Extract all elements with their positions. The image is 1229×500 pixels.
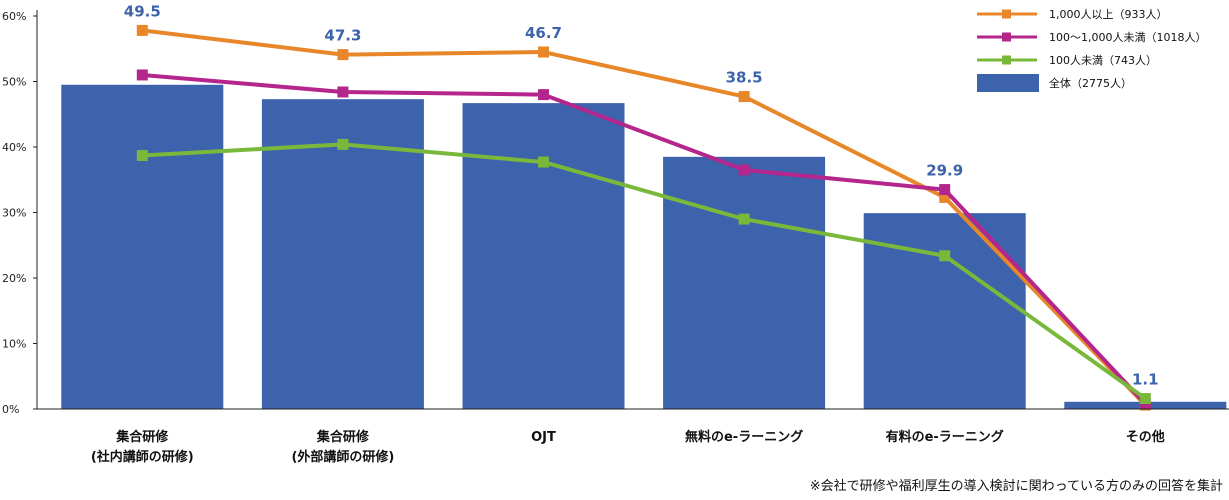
series-point	[538, 46, 549, 58]
legend-marker	[1002, 32, 1011, 42]
series-point	[136, 24, 148, 36]
y-tick-label: 30%	[2, 207, 26, 220]
x-tick-label: (社内講師の研修)	[91, 449, 194, 465]
series-point	[337, 138, 349, 150]
x-tick-label: 有料のe-ラーニング	[886, 429, 1004, 445]
legend-bar-swatch	[977, 74, 1039, 92]
series-point	[939, 191, 951, 203]
x-tick-label: 無料のe-ラーニング	[685, 429, 803, 445]
bar-data-label: 29.9	[926, 162, 963, 180]
series-point	[738, 91, 750, 103]
bar-data-label: 46.7	[525, 24, 562, 42]
y-tick-label: 60%	[2, 10, 26, 23]
legend-marker	[1002, 55, 1011, 65]
footnote: ※会社で研修や福利厚生の導入検討に関わっている方のみの回答を集計	[810, 478, 1223, 494]
series-point	[337, 86, 349, 98]
legend-entry: 100〜1,000人未満（1018人）	[1049, 31, 1206, 44]
x-tick-label: (外部講師の研修)	[291, 449, 394, 465]
x-axis: 集合研修 (社内講師の研修) 集合研修 (外部講師の研修) OJT 無料のe-ラーニング 有…	[37, 408, 1229, 465]
legend-entry: 全体（2775人）	[1049, 76, 1132, 90]
series-point	[538, 89, 549, 101]
series-point	[939, 184, 951, 196]
series-line	[142, 28, 1147, 407]
series-point	[1139, 393, 1151, 405]
series-point	[337, 49, 349, 61]
bar-data-label: 49.5	[124, 2, 161, 20]
series-point	[939, 250, 951, 262]
series-point	[538, 156, 549, 168]
bar	[863, 213, 1026, 409]
bar-data-labels: 49.5 47.3 46.7 38.5 29.9 1.1	[124, 2, 1159, 388]
bar-data-label: 47.3	[324, 27, 361, 45]
x-tick-label: OJT	[531, 430, 556, 445]
y-tick-label: 40%	[2, 141, 26, 154]
series-point	[136, 150, 148, 162]
y-tick-label: 50%	[2, 76, 26, 89]
y-tick-label: 20%	[2, 272, 26, 285]
y-axis: 0% 10% 20% 30% 40% 50% 60%	[2, 10, 38, 416]
legend: 1,000人以上（933人） 100〜1,000人未満（1018人） 100人未満（…	[977, 8, 1206, 92]
series-point	[738, 213, 750, 225]
x-tick-label: 集合研修	[115, 429, 169, 445]
y-tick-label: 0%	[2, 403, 19, 416]
series-point	[738, 164, 750, 176]
series-line	[142, 142, 1147, 401]
bar	[663, 156, 826, 409]
bar-data-label: 1.1	[1132, 371, 1159, 389]
bar	[462, 103, 625, 410]
series-line	[142, 72, 1147, 406]
legend-entry: 100人未満（743人）	[1049, 54, 1157, 67]
legend-entry: 1,000人以上（933人）	[1049, 8, 1168, 21]
bar-data-label: 38.5	[726, 69, 763, 87]
bar-series	[61, 84, 1227, 410]
legend-marker	[1002, 9, 1011, 19]
y-tick-label: 10%	[2, 338, 26, 351]
series-point	[136, 69, 148, 81]
line-series	[136, 24, 1151, 411]
x-tick-label: 集合研修	[316, 429, 370, 445]
x-tick-label: その他	[1126, 429, 1165, 445]
bar	[61, 84, 224, 410]
